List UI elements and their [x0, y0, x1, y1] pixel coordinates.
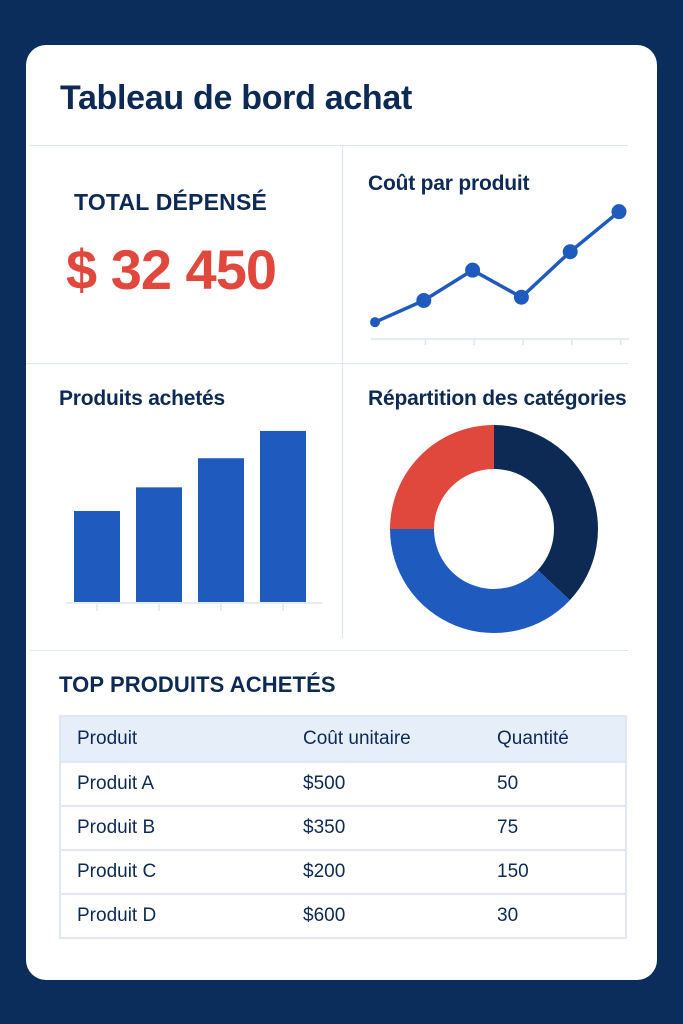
donut-chart-title: Répartition des catégories [368, 387, 627, 410]
line-point [513, 289, 529, 305]
kpi-value: $ 32 450 [66, 238, 277, 301]
donut-chart [390, 425, 598, 633]
line-point [562, 244, 578, 260]
line-point [370, 317, 380, 328]
table-title: TOP PRODUITS ACHETÉS [59, 672, 336, 697]
line-chart [370, 204, 629, 345]
divider-top [30, 145, 628, 146]
cell-product: Produit D [60, 893, 287, 938]
bar [74, 511, 120, 602]
cell-unit-cost: $200 [287, 849, 481, 894]
donut-slice [494, 425, 598, 601]
divider-bottom [30, 650, 628, 651]
column-header-quantity: Quantité [481, 716, 626, 762]
divider-vertical [342, 145, 343, 638]
bar [260, 430, 306, 602]
cell-product: Produit B [60, 805, 287, 850]
table-row: Produit C $200 150 [60, 849, 626, 894]
dashboard-card: Tableau de bord achat TOTAL DÉPENSÉ $ 32… [26, 45, 657, 980]
line-point [416, 293, 432, 308]
cell-unit-cost: $600 [287, 893, 481, 938]
cell-product: Produit A [60, 761, 287, 806]
bar-chart [66, 430, 322, 611]
cell-unit-cost: $350 [287, 805, 481, 850]
cell-quantity: 150 [481, 849, 626, 894]
table-row: Produit A $500 50 [60, 761, 626, 806]
line-point [611, 204, 627, 220]
cell-unit-cost: $500 [287, 761, 481, 806]
column-header-unit-cost: Coût unitaire [287, 716, 481, 762]
cell-quantity: 30 [481, 893, 626, 938]
page-title: Tableau de bord achat [60, 79, 413, 117]
bar-chart-title: Produits achetés [59, 387, 226, 410]
products-table: Produit Coût unitaire Quantité Produit A… [59, 715, 627, 939]
column-header-product: Produit [60, 716, 287, 762]
table-header-row: Produit Coût unitaire Quantité [60, 716, 626, 762]
bar [136, 487, 182, 602]
line-series [374, 210, 621, 324]
kpi-label: TOTAL DÉPENSÉ [74, 189, 268, 215]
table-row: Produit B $350 75 [60, 805, 626, 850]
donut-slice [390, 425, 494, 529]
cell-product: Produit C [60, 849, 287, 894]
cell-quantity: 75 [481, 805, 626, 850]
line-point [465, 262, 481, 278]
table-row: Produit D $600 30 [60, 893, 626, 938]
bar [198, 458, 244, 602]
divider-middle [26, 363, 628, 364]
cell-quantity: 50 [481, 761, 626, 806]
donut-slice [390, 529, 570, 633]
line-chart-title: Coût par produit [368, 172, 530, 195]
